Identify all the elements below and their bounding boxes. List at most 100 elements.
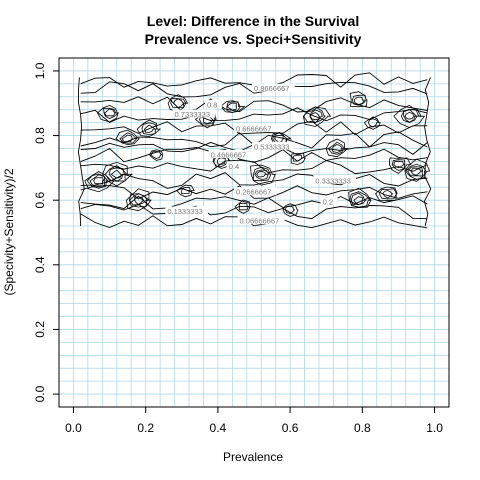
x-axis: 0.0 0.2 0.4 0.6 0.8 1.0 <box>65 407 443 435</box>
x-tick-label: 0.6 <box>282 421 299 435</box>
contour-ring <box>128 193 149 206</box>
contour-ring <box>402 108 418 123</box>
contour-ring <box>212 153 232 169</box>
contour-ring <box>388 157 412 174</box>
contour-ring <box>84 171 115 193</box>
contour-noise-features <box>84 91 431 217</box>
contour-label: 0.6666667 <box>236 125 271 134</box>
contour-line <box>80 120 428 136</box>
contour-ring <box>136 119 162 137</box>
contour-ring <box>363 116 381 130</box>
chart-title-line2: Prevalence vs. Speci+Sensitivity <box>145 31 362 47</box>
contour-ring <box>202 115 214 125</box>
contour-lines <box>77 72 432 229</box>
contour-label-bg <box>226 161 244 170</box>
contour-ring <box>309 112 320 121</box>
contour-ring <box>149 149 164 161</box>
y-axis: 0.0 0.2 0.4 0.6 0.8 1.0 <box>33 62 59 402</box>
contour-line <box>80 81 428 98</box>
contour-edge <box>77 77 85 227</box>
contour-ring <box>104 108 116 117</box>
contour-label: 0.3333333 <box>315 176 350 185</box>
contour-ring <box>350 192 367 206</box>
y-tick-label: 0.4 <box>33 256 47 273</box>
contour-ring <box>226 102 237 111</box>
y-axis-label: (Specivity+Sensitivity)/2 <box>2 168 16 295</box>
contour-ring <box>167 94 189 112</box>
contour-ring <box>216 157 226 165</box>
contour-line <box>80 172 428 189</box>
contour-ring <box>110 169 122 179</box>
contour-ring <box>351 94 367 106</box>
contour-ring <box>393 160 405 169</box>
contour-label: 0.2666667 <box>236 188 271 197</box>
contour-label: 0.06666667 <box>240 217 280 226</box>
contour-ring <box>327 141 346 155</box>
contour-ring <box>170 98 187 109</box>
contour-ring <box>115 129 140 146</box>
y-tick-label: 1.0 <box>33 62 47 79</box>
contour-label: 0.4666667 <box>211 150 246 159</box>
contour-line <box>80 159 428 175</box>
contour-ring <box>103 107 120 119</box>
contour-label-bg <box>252 141 295 150</box>
contour-ring <box>86 173 109 189</box>
contour-ring <box>302 106 332 127</box>
contour-ring <box>331 143 344 153</box>
contour-ring <box>252 166 272 182</box>
contour-label-bg <box>172 109 216 118</box>
contour-line <box>80 185 428 200</box>
contour-label-bg <box>165 206 209 215</box>
contour-ring <box>378 188 398 200</box>
contour-ring <box>104 165 128 182</box>
contour-label-bg <box>320 196 338 205</box>
contour-ring <box>119 132 138 144</box>
y-tick-label: 0.6 <box>33 192 47 209</box>
contour-ring <box>404 111 415 120</box>
contour-ring <box>250 164 276 186</box>
contour-ring <box>226 101 242 113</box>
contour-ring <box>282 203 299 217</box>
contour-label-bg <box>252 83 295 92</box>
x-tick-label: 0.4 <box>210 421 227 435</box>
contour-ring <box>309 109 323 124</box>
contour-label-bg <box>233 124 277 133</box>
contour-line <box>80 213 428 229</box>
contour-label: 0.2 <box>323 197 333 206</box>
contour-ring <box>391 159 406 171</box>
contour-ring <box>290 152 307 166</box>
contour-label: 0.7333333 <box>175 110 210 119</box>
contour-label-bg <box>205 99 222 108</box>
contour-ring <box>238 202 249 211</box>
contour-label-bg <box>233 187 277 196</box>
contour-ring <box>234 199 251 214</box>
contour-label-bg <box>237 216 285 225</box>
contour-ring <box>367 118 380 128</box>
contour-ring <box>284 205 296 215</box>
contour-ring <box>93 177 105 185</box>
contour-ring <box>219 100 246 113</box>
x-tick-label: 1.0 <box>426 421 443 435</box>
contour-ring <box>400 109 422 123</box>
contour-ring <box>348 187 372 209</box>
grid <box>58 57 450 408</box>
y-tick-label: 0.0 <box>33 385 47 402</box>
contour-line <box>80 147 428 163</box>
contour-label-bg <box>313 175 357 184</box>
x-tick-label: 0.2 <box>137 421 154 435</box>
y-tick-label: 0.8 <box>33 127 47 144</box>
contour-label: 0.8 <box>207 100 217 109</box>
contour-ring <box>382 190 394 199</box>
contour-ring <box>108 167 125 182</box>
contour-ring <box>102 161 133 187</box>
contour-ring <box>256 170 268 178</box>
contour-line <box>80 96 428 113</box>
contour-edge <box>423 77 432 227</box>
contour-label: 0.4 <box>229 162 239 171</box>
contour-ring <box>407 166 424 177</box>
contour-ring <box>349 91 368 108</box>
plot-frame <box>58 57 450 408</box>
contour-ring <box>404 158 431 182</box>
contour-label-bg <box>208 149 252 158</box>
